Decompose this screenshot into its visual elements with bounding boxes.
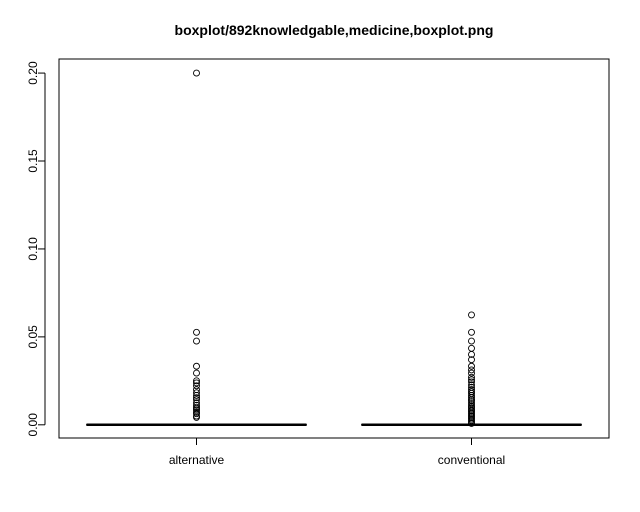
outlier-point: [193, 362, 200, 370]
y-axis: 0.00 0.05 0.10 0.15 0.20: [26, 61, 46, 437]
outlier-point: [468, 344, 475, 352]
outlier-point: [193, 369, 200, 377]
outlier-point: [468, 373, 475, 381]
outlier-point: [468, 419, 475, 427]
outlier-point: [468, 366, 475, 374]
outlier-point: [468, 351, 475, 358]
outlier-point: [193, 389, 200, 397]
outlier-point: [193, 391, 200, 399]
outlier-point: [468, 369, 475, 377]
outlier-point: [468, 376, 475, 384]
outlier-point: [193, 413, 200, 421]
box-conventional: [361, 311, 582, 427]
outlier-point: [468, 381, 475, 389]
chart-title: boxplot/892knowledgable,medicine,boxplot…: [175, 22, 494, 38]
y-tick-label: 0.00: [26, 413, 40, 437]
plot-frame: [58, 58, 610, 439]
outlier-point: [468, 399, 475, 407]
outlier-point: [193, 401, 200, 409]
outlier-point: [468, 391, 475, 399]
outlier-point: [468, 393, 475, 401]
x-tick-label: conventional: [438, 453, 505, 467]
outlier-point: [193, 328, 200, 336]
x-axis: alternative conventional: [169, 438, 505, 467]
y-tick-label: 0.20: [26, 61, 40, 85]
outlier-point: [193, 69, 200, 77]
outlier-point: [468, 378, 475, 386]
outlier-point: [468, 356, 475, 364]
outlier-point: [193, 379, 200, 387]
x-tick-label: alternative: [169, 453, 225, 467]
y-tick-label: 0.05: [26, 325, 40, 349]
outlier-point: [193, 377, 200, 385]
outlier-point: [193, 394, 200, 402]
outlier-point: [468, 311, 475, 319]
outlier-point: [468, 328, 475, 336]
box-alternative: [86, 69, 307, 427]
box-series: [86, 69, 582, 427]
outlier-point: [193, 337, 200, 345]
y-tick-label: 0.15: [26, 149, 40, 173]
outlier-point: [193, 410, 200, 418]
outlier-point: [468, 337, 475, 345]
outlier-point: [468, 362, 475, 370]
outlier-point: [193, 382, 200, 390]
y-tick-label: 0.10: [26, 237, 40, 261]
